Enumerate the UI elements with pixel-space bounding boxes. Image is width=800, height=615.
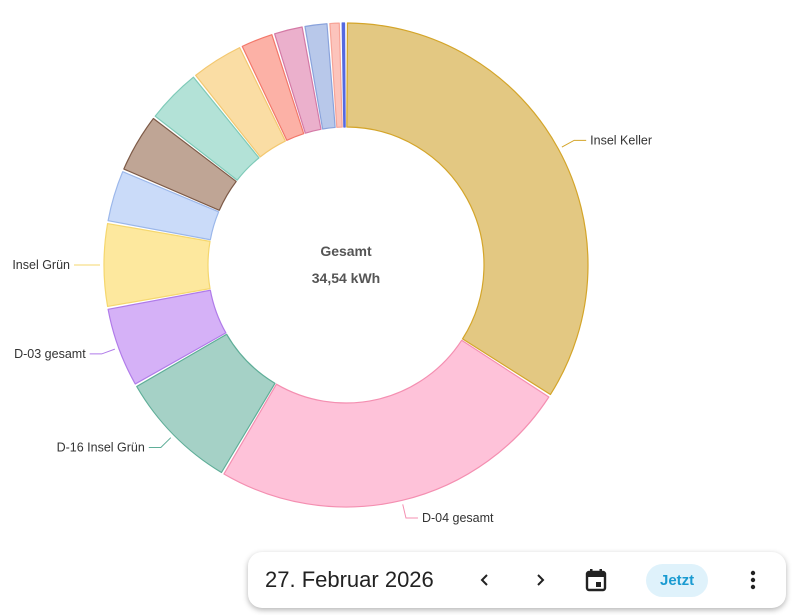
slice-unlabeled-9[interactable] xyxy=(241,34,305,141)
center-value: 34,54 kWh xyxy=(312,270,380,286)
slice-unlabeled-6[interactable] xyxy=(123,117,237,211)
more-vertical-icon[interactable] xyxy=(738,565,768,595)
center-title: Gesamt xyxy=(320,243,372,259)
label-leader-line xyxy=(402,504,418,519)
slice-label: Insel Grün xyxy=(12,258,70,272)
slice-unlabeled-8[interactable] xyxy=(195,47,286,158)
slice-d-03-gesamt[interactable] xyxy=(107,289,227,385)
slice-insel-gr-n[interactable] xyxy=(103,222,211,308)
chevron-right-icon[interactable] xyxy=(525,565,555,595)
slice-d-04-gesamt[interactable] xyxy=(223,339,550,508)
date-navigation-bar: 27. Februar 2026 Jetzt xyxy=(248,552,786,608)
label-leader-line xyxy=(89,348,116,355)
slice-unlabeled-10[interactable] xyxy=(274,26,322,134)
now-button[interactable]: Jetzt xyxy=(646,563,709,597)
slice-label: D-03 gesamt xyxy=(14,347,86,361)
slice-d-16-insel-gr-n[interactable] xyxy=(136,333,276,474)
slice-unlabeled-5[interactable] xyxy=(107,171,220,241)
slice-label: D-16 Insel Grün xyxy=(57,441,145,455)
current-date: 27. Februar 2026 xyxy=(265,567,434,592)
label-leader-line xyxy=(561,139,587,148)
slice-unlabeled-13[interactable] xyxy=(341,22,346,128)
label-leader-line xyxy=(148,437,172,449)
slice-label: Insel Keller xyxy=(590,133,652,147)
slice-label: D-04 gesamt xyxy=(422,511,494,525)
chevron-left-icon[interactable] xyxy=(470,565,500,595)
slice-unlabeled-12[interactable] xyxy=(329,22,343,128)
calendar-icon[interactable] xyxy=(581,565,611,595)
slice-insel-keller[interactable] xyxy=(346,22,589,396)
slice-unlabeled-11[interactable] xyxy=(304,23,336,130)
slice-unlabeled-7[interactable] xyxy=(154,76,260,181)
